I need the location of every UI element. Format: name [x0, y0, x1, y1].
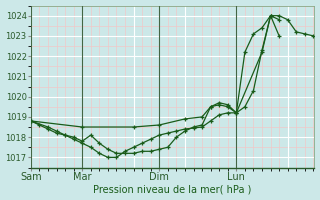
- X-axis label: Pression niveau de la mer( hPa ): Pression niveau de la mer( hPa ): [93, 184, 252, 194]
